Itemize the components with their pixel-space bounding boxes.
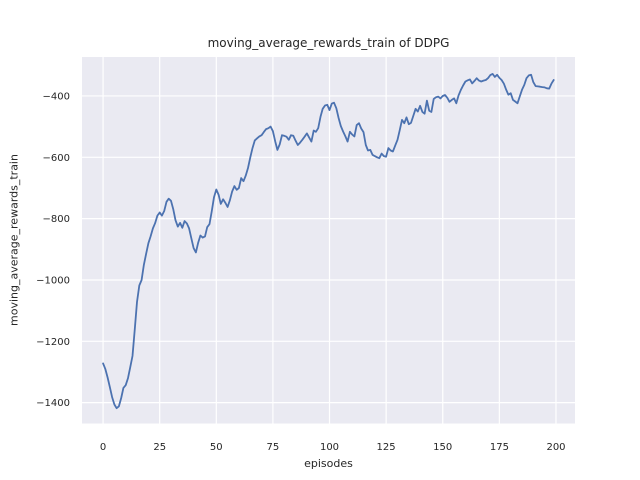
x-tick-label: 75 bbox=[267, 442, 280, 453]
y-tick-label: −1000 bbox=[36, 276, 70, 287]
x-tick-label: 25 bbox=[153, 442, 166, 453]
x-tick-label: 100 bbox=[320, 442, 339, 453]
axes-background bbox=[82, 57, 575, 424]
y-tick-label: −800 bbox=[43, 214, 70, 225]
series-line bbox=[102, 73, 555, 410]
y-tick-label: −1200 bbox=[36, 337, 70, 348]
y-axis-label: moving_average_rewards_train bbox=[7, 154, 21, 326]
y-tick-label: −600 bbox=[43, 153, 70, 164]
x-tick-label: 200 bbox=[546, 442, 565, 453]
x-axis-label: episodes bbox=[304, 457, 353, 470]
y-tick-label: −400 bbox=[43, 92, 70, 103]
x-tick-label: 125 bbox=[377, 442, 396, 453]
y-tick-label: −1400 bbox=[36, 398, 70, 409]
x-tick-label: 175 bbox=[490, 442, 509, 453]
x-tick-label: 150 bbox=[433, 442, 452, 453]
x-tick-label: 0 bbox=[100, 442, 106, 453]
chart-title: moving_average_rewards_train of DDPG bbox=[207, 36, 450, 50]
x-tick-label: 50 bbox=[210, 442, 223, 453]
